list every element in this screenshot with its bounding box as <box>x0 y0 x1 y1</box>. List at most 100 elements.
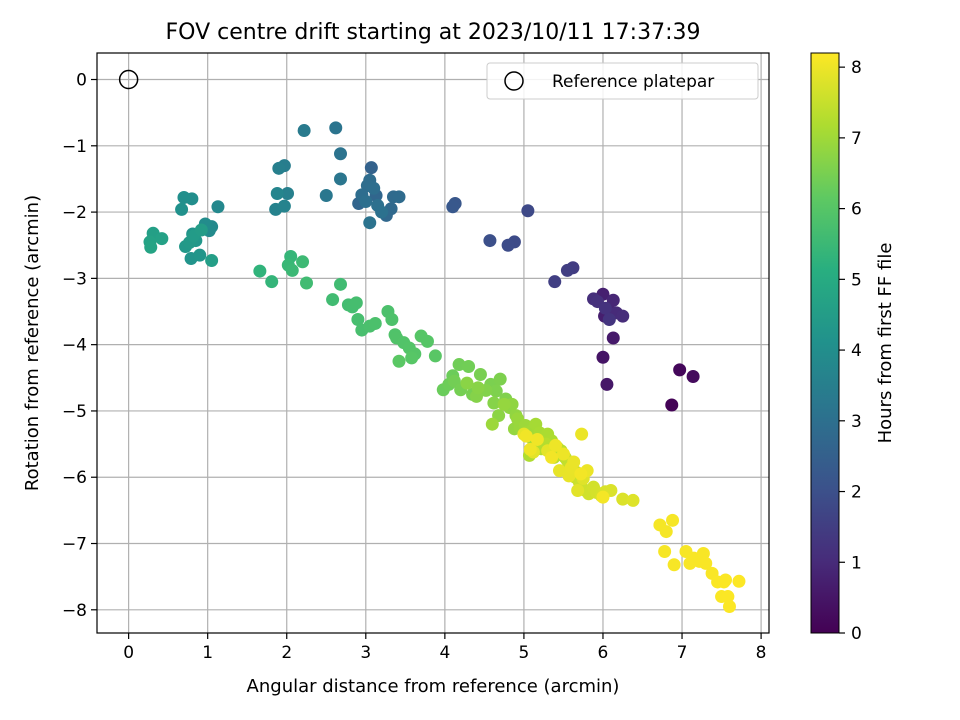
data-point <box>575 427 589 441</box>
data-point <box>549 438 563 452</box>
data-point <box>732 574 746 588</box>
legend-marker <box>504 71 524 91</box>
data-point <box>193 248 207 262</box>
data-point <box>405 351 419 365</box>
data-point <box>392 354 406 368</box>
data-point <box>722 599 736 613</box>
data-point <box>446 200 460 214</box>
data-point <box>596 490 610 504</box>
data-point <box>194 223 208 237</box>
data-point <box>485 417 499 431</box>
colorbar-ticks: 0 1 2 3 4 5 6 7 8 <box>839 58 862 644</box>
legend-box <box>486 62 759 100</box>
colorbar-tick-label: 2 <box>851 483 862 503</box>
data-point <box>265 275 279 289</box>
y-tick-label: −2 <box>62 203 87 223</box>
data-point <box>334 172 348 186</box>
data-point <box>462 360 476 374</box>
y-tick-label: −8 <box>62 601 87 621</box>
data-point <box>155 232 169 246</box>
y-tick-label: −7 <box>62 535 87 555</box>
data-point <box>363 216 377 230</box>
y-tick-label: −3 <box>62 269 87 289</box>
data-point <box>521 204 535 218</box>
x-axis-label: Angular distance from reference (arcmin) <box>247 676 620 697</box>
data-point <box>560 263 574 277</box>
x-tick-label: 2 <box>281 643 292 663</box>
data-point <box>253 264 267 278</box>
data-point <box>545 450 559 464</box>
reference-point <box>118 69 139 90</box>
x-tick-label: 0 <box>123 643 134 663</box>
data-point <box>552 464 566 478</box>
data-point <box>556 447 570 461</box>
data-point <box>277 199 291 213</box>
data-point <box>144 240 158 254</box>
data-point <box>686 369 700 383</box>
data-point <box>699 556 713 570</box>
data-point <box>272 161 286 175</box>
data-point <box>567 455 581 469</box>
data-point <box>349 296 363 310</box>
data-point <box>367 181 381 195</box>
data-point <box>375 205 389 219</box>
data-point <box>659 525 673 539</box>
data-point <box>334 277 348 291</box>
plot-frame <box>96 52 770 634</box>
data-point <box>665 398 679 412</box>
data-point <box>392 190 406 204</box>
data-point <box>300 276 314 290</box>
data-point <box>658 544 672 558</box>
data-point <box>598 301 612 315</box>
colorbar: 0 1 2 3 4 5 6 7 8 Hours from first FF file <box>810 52 896 644</box>
y-tick-label: −6 <box>62 468 87 488</box>
y-tick-label: −1 <box>62 137 87 157</box>
data-point <box>175 202 189 216</box>
x-tick-label: 3 <box>360 643 371 663</box>
x-tick-label: 6 <box>598 643 609 663</box>
data-point <box>673 363 687 377</box>
y-tick-label: 0 <box>76 71 87 91</box>
data-point <box>385 312 399 326</box>
colorbar-tick-label: 1 <box>851 553 862 573</box>
data-point <box>596 350 610 364</box>
legend-entry-label: Reference platepar <box>552 72 714 92</box>
data-point <box>548 275 562 289</box>
colorbar-tick-label: 4 <box>851 341 862 361</box>
data-point <box>626 493 640 507</box>
data-point <box>285 263 299 277</box>
data-point <box>489 384 503 398</box>
data-point <box>473 367 487 381</box>
data-point <box>501 238 515 252</box>
data-point <box>600 377 614 391</box>
data-point <box>177 191 191 205</box>
data-point <box>368 316 382 330</box>
data-point <box>281 187 295 201</box>
y-tick-label: −5 <box>62 402 87 422</box>
colorbar-gradient <box>810 52 840 634</box>
y-axis-label: Rotation from reference (arcmin) <box>22 195 43 491</box>
data-point <box>606 293 620 307</box>
data-point <box>616 492 630 506</box>
x-axis-ticks: 0 1 2 3 4 5 6 7 8 <box>123 633 767 663</box>
data-point <box>319 189 333 203</box>
colorbar-tick-label: 8 <box>851 58 862 78</box>
data-point <box>574 467 588 481</box>
data-point <box>696 546 710 560</box>
data-point <box>297 124 311 138</box>
chart-title: FOV centre drift starting at 2023/10/11 … <box>166 20 701 45</box>
y-axis-ticks: 0 −1 −2 −3 −4 −5 −6 −7 −8 <box>62 71 97 621</box>
x-tick-label: 7 <box>677 643 688 663</box>
x-tick-label: 8 <box>756 643 767 663</box>
data-point <box>460 376 474 390</box>
x-tick-label: 1 <box>202 643 213 663</box>
data-point <box>296 255 310 269</box>
data-point <box>606 331 620 345</box>
data-point <box>205 253 219 267</box>
data-point <box>519 429 533 443</box>
colorbar-tick-label: 7 <box>851 129 862 149</box>
data-point <box>616 309 630 323</box>
data-point <box>428 349 442 363</box>
data-point <box>487 396 501 410</box>
